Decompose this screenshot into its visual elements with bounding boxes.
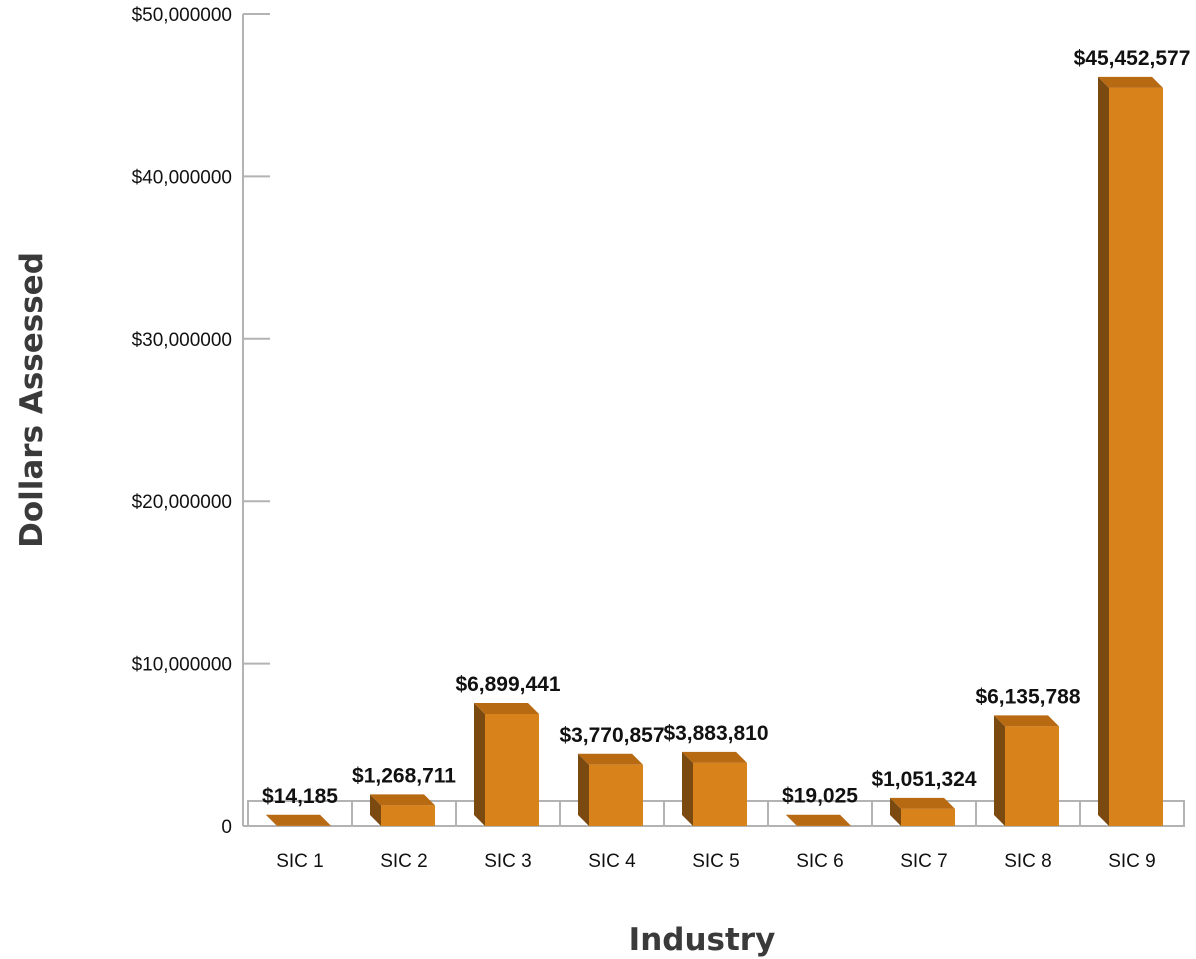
bar-1 bbox=[266, 814, 331, 826]
category-labels: SIC 1 SIC 2 SIC 3 SIC 4 SIC 5 SIC 6 SIC 7 SIC 8… bbox=[276, 851, 1156, 872]
data-label: $3,770,857 bbox=[559, 724, 664, 747]
y-tick-label: 0 bbox=[221, 817, 232, 838]
bar-front bbox=[901, 808, 955, 826]
x-axis-title: Industry bbox=[629, 922, 776, 958]
bar-top bbox=[682, 751, 747, 763]
bar-side bbox=[786, 814, 797, 826]
y-tick-label: $30,000000 bbox=[132, 330, 232, 351]
bar-top bbox=[1098, 76, 1163, 88]
data-label: $1,051,324 bbox=[871, 768, 976, 791]
y-tick-label: $20,000000 bbox=[132, 492, 232, 513]
data-label: $3,883,810 bbox=[663, 722, 768, 745]
bar-3 bbox=[474, 702, 539, 826]
bar-top bbox=[474, 702, 539, 714]
bar-2 bbox=[370, 794, 435, 826]
bar-8 bbox=[994, 715, 1059, 826]
bar-5 bbox=[682, 751, 747, 826]
data-label: $6,135,788 bbox=[975, 685, 1080, 708]
bar-6 bbox=[786, 814, 851, 826]
bar-9 bbox=[1098, 76, 1163, 826]
bar-side bbox=[266, 814, 277, 826]
data-label: $19,025 bbox=[782, 785, 858, 808]
x-tick-label: SIC 5 bbox=[692, 851, 740, 872]
y-tick-labels: 0 $10,000000 $20,000000 $30,000000 $40,00000… bbox=[132, 5, 232, 838]
data-label: $14,185 bbox=[262, 785, 338, 808]
bar-front bbox=[381, 805, 435, 826]
x-tick-label: SIC 2 bbox=[380, 851, 428, 872]
bar-side bbox=[994, 715, 1005, 826]
bar-top bbox=[994, 715, 1059, 727]
data-label: $45,452,577 bbox=[1074, 47, 1191, 70]
x-tick-label: SIC 3 bbox=[484, 851, 532, 872]
x-tick-label: SIC 7 bbox=[900, 851, 948, 872]
bar-front bbox=[589, 764, 643, 826]
x-tick-label: SIC 9 bbox=[1108, 851, 1156, 872]
bar-front bbox=[1109, 87, 1163, 826]
x-tick-label: SIC 6 bbox=[796, 851, 844, 872]
bar-4 bbox=[578, 753, 643, 826]
bar-7 bbox=[890, 797, 955, 826]
bars bbox=[266, 76, 1163, 826]
y-tick-label: $10,000000 bbox=[132, 655, 232, 676]
bar-front bbox=[1005, 726, 1059, 826]
bar-side bbox=[682, 751, 693, 826]
x-tick-label: SIC 4 bbox=[588, 851, 636, 872]
bar-top bbox=[578, 753, 643, 765]
bar-top bbox=[370, 794, 435, 806]
x-tick-label: SIC 1 bbox=[276, 851, 324, 872]
bar-side bbox=[1098, 76, 1109, 826]
y-axis-title: Dollars Assessed bbox=[14, 252, 50, 548]
bar-side bbox=[370, 794, 381, 826]
x-tick-label: SIC 8 bbox=[1004, 851, 1052, 872]
bar-top bbox=[786, 814, 851, 826]
bar-top bbox=[266, 814, 331, 826]
bar-top bbox=[890, 797, 955, 809]
data-label: $6,899,441 bbox=[455, 673, 560, 696]
bar-side bbox=[890, 797, 901, 826]
bar-front bbox=[693, 762, 747, 826]
bar-front bbox=[485, 713, 539, 826]
y-tick-label: $40,000000 bbox=[132, 167, 232, 188]
bar-side bbox=[474, 702, 485, 826]
bar-side bbox=[578, 753, 589, 826]
y-tick-label: $50,000000 bbox=[132, 5, 232, 26]
data-label: $1,268,711 bbox=[352, 764, 456, 787]
data-labels: $14,185 $1,268,711 $6,899,441 $3,770,857$3,… bbox=[262, 47, 1190, 808]
